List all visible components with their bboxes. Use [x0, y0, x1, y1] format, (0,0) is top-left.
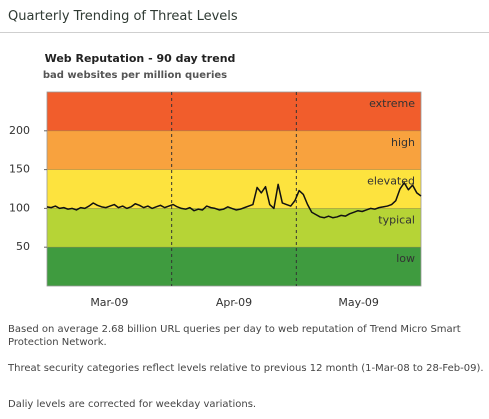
- threat-band: [47, 208, 421, 248]
- threat-band: [47, 247, 421, 286]
- x-tick-label: Mar-09: [90, 296, 128, 309]
- y-tick-label: 200: [9, 124, 30, 137]
- band-label: high: [391, 136, 415, 149]
- band-label: low: [396, 252, 415, 265]
- band-label: elevated: [367, 175, 415, 188]
- y-tick-label: 100: [9, 201, 30, 214]
- band-label: typical: [378, 213, 415, 226]
- note: Threat security categories reflect level…: [8, 363, 484, 374]
- y-tick-label: 50: [16, 240, 30, 253]
- chart-subtitle: bad websites per million queries: [43, 70, 227, 81]
- x-tick-label: May-09: [338, 296, 379, 309]
- chart: Web Reputation - 90 day trend bad websit…: [9, 52, 422, 309]
- note: Based on average 2.68 billion URL querie…: [8, 324, 461, 348]
- threat-band: [47, 130, 421, 170]
- threat-band: [47, 169, 421, 209]
- page-title: Quarterly Trending of Threat Levels: [8, 9, 238, 24]
- title-rule: [0, 32, 489, 33]
- plot-border: [46, 91, 422, 287]
- trend-line: [46, 182, 422, 219]
- threat-band: [47, 92, 421, 131]
- chart-title: Web Reputation - 90 day trend: [45, 52, 236, 65]
- y-tick-label: 150: [9, 163, 30, 176]
- note: Daliy levels are corrected for weekday v…: [8, 399, 257, 410]
- x-tick-label: Apr-09: [216, 296, 252, 309]
- band-label: extreme: [369, 97, 415, 110]
